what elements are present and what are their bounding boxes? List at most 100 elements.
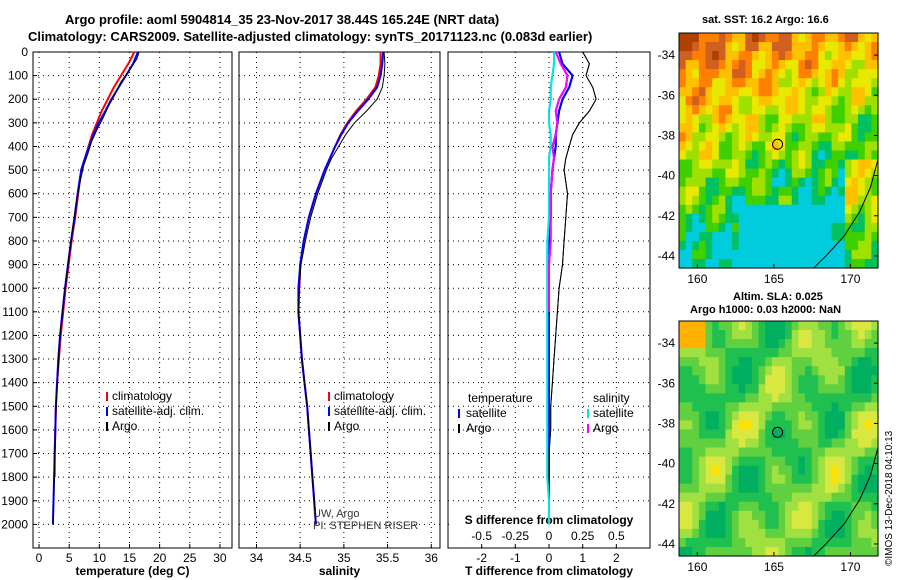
map-cell bbox=[679, 141, 687, 152]
map-cell bbox=[805, 384, 813, 394]
map-cell bbox=[745, 402, 753, 412]
map-cell bbox=[844, 96, 853, 106]
map-cell bbox=[791, 438, 799, 449]
map-cell bbox=[805, 213, 813, 224]
map-cell bbox=[858, 69, 866, 79]
map-cell bbox=[838, 546, 846, 557]
map-cell bbox=[712, 249, 720, 260]
map-cell bbox=[679, 411, 687, 422]
map-cell bbox=[844, 411, 853, 422]
map-cell bbox=[791, 393, 799, 403]
map-cell bbox=[758, 420, 766, 431]
map-cell bbox=[851, 330, 859, 340]
map-cell bbox=[778, 249, 786, 260]
map-cell bbox=[712, 483, 720, 494]
map-cell bbox=[831, 357, 839, 367]
map-cell bbox=[705, 51, 713, 61]
map-cell bbox=[805, 528, 813, 539]
map-cell bbox=[851, 528, 859, 539]
map-cell bbox=[705, 213, 713, 224]
map-cell bbox=[718, 420, 727, 431]
map-cell bbox=[738, 51, 746, 61]
map-cell bbox=[771, 465, 780, 476]
map-cell bbox=[858, 186, 866, 197]
map-cell bbox=[871, 105, 879, 115]
map-cell bbox=[864, 429, 872, 440]
map-cell bbox=[712, 429, 720, 440]
map-cell bbox=[718, 96, 727, 106]
map-cell bbox=[732, 69, 740, 79]
map-cell bbox=[698, 87, 707, 97]
map-cell bbox=[791, 33, 799, 43]
map-cell bbox=[765, 168, 773, 179]
map-cell bbox=[771, 231, 780, 242]
map-cell bbox=[778, 348, 786, 358]
map-cell bbox=[712, 231, 720, 242]
map-cell bbox=[785, 429, 793, 440]
map-cell bbox=[712, 96, 720, 106]
x-tick-label: 0 bbox=[546, 551, 553, 565]
map-cell bbox=[712, 33, 720, 43]
map-cell bbox=[712, 177, 720, 188]
map-cell bbox=[811, 546, 819, 557]
map-cell bbox=[758, 375, 766, 385]
map-cell bbox=[831, 510, 839, 521]
map-cell bbox=[798, 483, 806, 494]
x-axis-label: temperature (deg C) bbox=[75, 564, 189, 578]
map-cell bbox=[811, 141, 819, 152]
map-cell bbox=[831, 213, 839, 224]
map-cell bbox=[725, 204, 733, 215]
map-cell bbox=[785, 501, 793, 512]
map-cell bbox=[818, 42, 826, 52]
map-cell bbox=[712, 204, 720, 215]
map-cell bbox=[818, 393, 826, 403]
map-cell bbox=[851, 222, 859, 233]
map-cell bbox=[751, 501, 760, 512]
map-cell bbox=[765, 105, 773, 115]
map-cell bbox=[811, 258, 819, 269]
map-cell bbox=[811, 483, 819, 494]
map-cell bbox=[791, 231, 799, 242]
map-cell bbox=[765, 519, 773, 530]
map-cell bbox=[831, 159, 839, 170]
map-cell bbox=[831, 78, 839, 88]
map-cell bbox=[811, 195, 819, 206]
map-cell bbox=[778, 231, 786, 242]
map-cell bbox=[811, 51, 819, 61]
map-cell bbox=[725, 519, 733, 530]
map-cell bbox=[838, 384, 846, 394]
map-cell bbox=[732, 177, 740, 188]
map-cell bbox=[725, 465, 733, 476]
map-cell bbox=[864, 231, 872, 242]
map-cell bbox=[738, 456, 746, 467]
map-cell bbox=[858, 168, 866, 179]
map-cell bbox=[791, 501, 799, 512]
map-cell bbox=[864, 60, 872, 70]
map-cell bbox=[745, 177, 753, 188]
map-cell bbox=[718, 33, 727, 43]
map-cell bbox=[785, 150, 793, 161]
map-cell bbox=[785, 456, 793, 467]
map-cell bbox=[791, 69, 799, 79]
map-cell bbox=[818, 510, 826, 521]
map-cell bbox=[831, 366, 839, 376]
map-cell bbox=[698, 69, 707, 79]
map-cell bbox=[725, 501, 733, 512]
map-cell bbox=[864, 114, 872, 124]
map-cell bbox=[844, 393, 853, 403]
map-cell bbox=[745, 528, 753, 539]
map-cell bbox=[851, 123, 859, 134]
map-cell bbox=[705, 429, 713, 440]
map-cell bbox=[871, 510, 879, 521]
map-cell bbox=[844, 402, 853, 412]
map-cell bbox=[785, 51, 793, 61]
map-cell bbox=[718, 132, 727, 143]
map-cell bbox=[864, 213, 872, 224]
map-cell bbox=[864, 492, 872, 503]
map-cell bbox=[712, 456, 720, 467]
map-cell bbox=[791, 132, 799, 143]
map-cell bbox=[844, 447, 853, 458]
map-cell bbox=[725, 384, 733, 394]
map-cell bbox=[732, 249, 740, 260]
map-cell bbox=[785, 411, 793, 422]
